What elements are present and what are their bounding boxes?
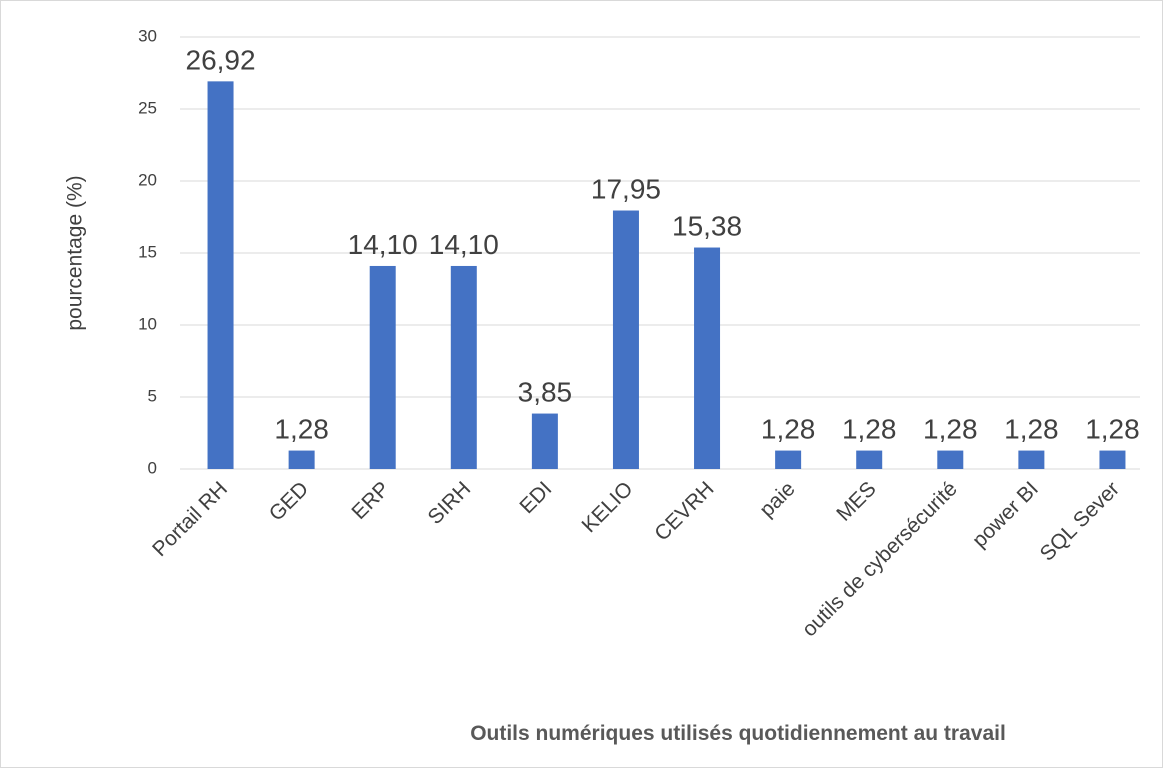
data-label: 1,28 <box>923 414 978 445</box>
bar <box>694 247 721 469</box>
bar <box>937 450 964 469</box>
y-tick-label: 20 <box>138 170 157 189</box>
data-label: 3,85 <box>518 377 573 408</box>
data-label: 1,28 <box>761 414 816 445</box>
data-label: 1,28 <box>274 414 329 445</box>
data-label: 1,28 <box>842 414 897 445</box>
y-tick-label: 10 <box>138 314 157 333</box>
bar <box>288 450 315 469</box>
data-label: 15,38 <box>672 211 742 242</box>
data-label: 26,92 <box>186 44 256 75</box>
y-axis-title: pourcentage (%) <box>64 175 87 330</box>
bar <box>369 265 396 469</box>
data-label: 14,10 <box>429 229 499 260</box>
bar <box>207 81 234 470</box>
y-tick-label: 25 <box>138 98 157 117</box>
data-label: 14,10 <box>348 229 418 260</box>
bar <box>1018 450 1045 469</box>
data-label: 1,28 <box>1004 414 1059 445</box>
bar <box>450 265 477 469</box>
y-tick-label: 30 <box>138 26 157 45</box>
y-tick-label: 5 <box>148 386 157 405</box>
y-tick-label: 15 <box>138 242 157 261</box>
y-tick-label: 0 <box>148 458 157 477</box>
bar <box>1099 450 1126 469</box>
bar <box>531 413 558 469</box>
bar <box>775 450 802 469</box>
data-label: 1,28 <box>1085 414 1140 445</box>
data-label: 17,95 <box>591 174 661 205</box>
bar <box>856 450 883 469</box>
bar <box>612 210 639 469</box>
x-axis-title: Outils numériques utilisés quotidienneme… <box>470 722 1006 745</box>
